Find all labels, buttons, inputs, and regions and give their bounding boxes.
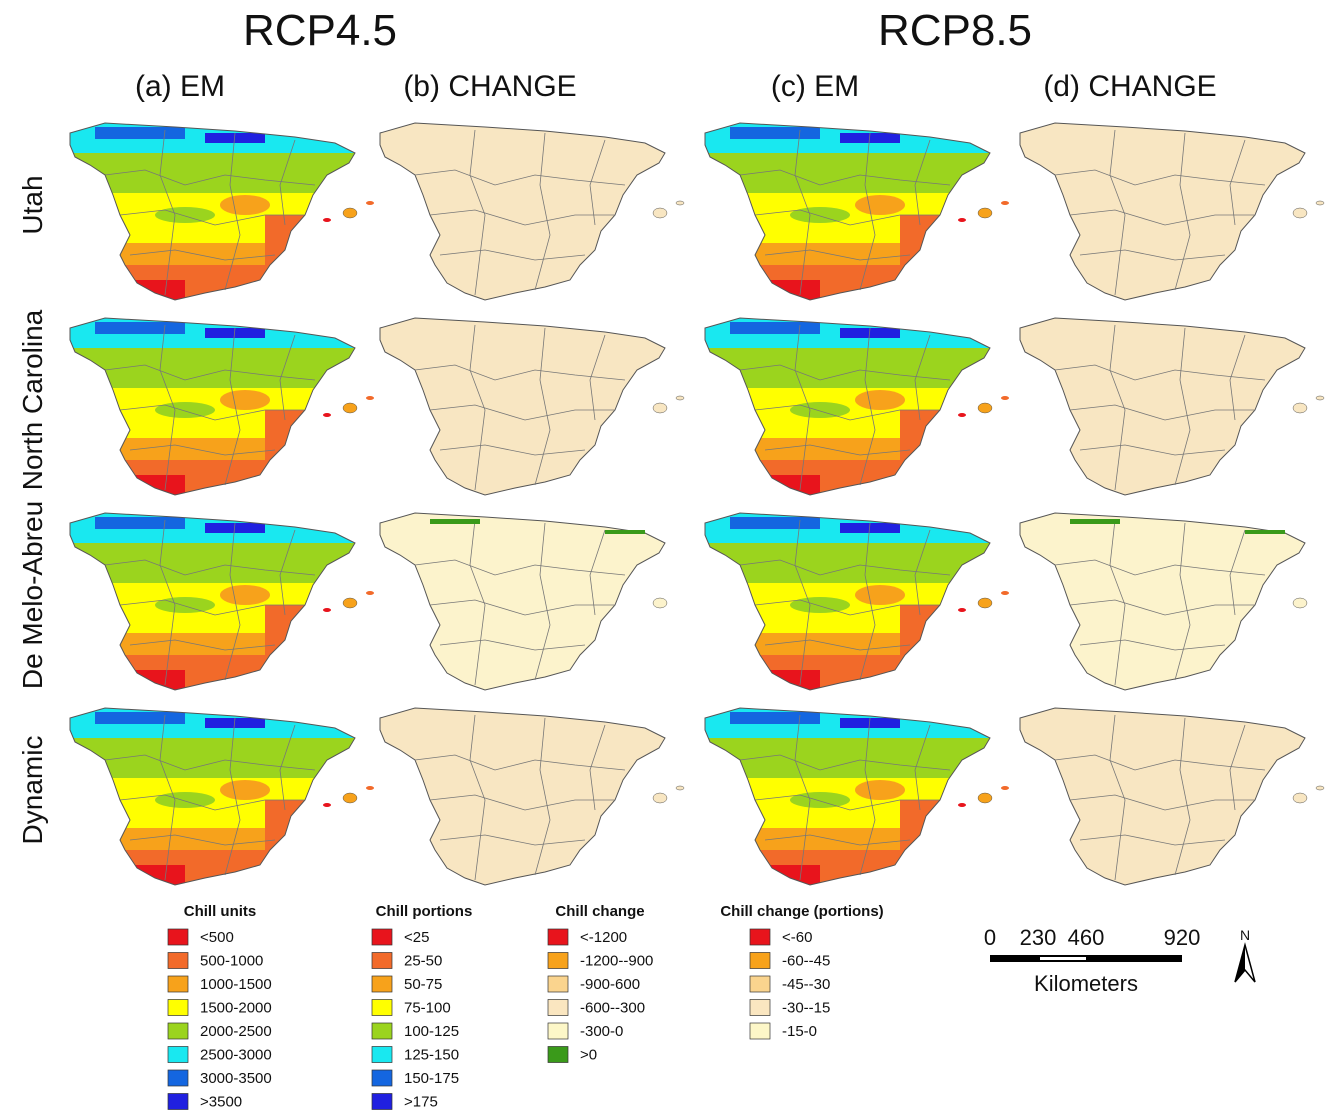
change-map xyxy=(1020,318,1324,495)
legend-label: -15-0 xyxy=(782,1023,817,1040)
em-map xyxy=(700,700,1009,900)
legend-title: Chill units xyxy=(184,903,257,920)
legend-label: 2000-2500 xyxy=(200,1023,272,1040)
legend-swatch xyxy=(168,1094,188,1110)
legend-swatch xyxy=(372,1094,392,1110)
legend-title: Chill change xyxy=(555,903,644,920)
legend-label: <-1200 xyxy=(580,929,627,946)
em-map xyxy=(700,505,1009,705)
legend-swatch xyxy=(548,1023,568,1039)
legend-label: >3500 xyxy=(200,1094,242,1111)
legend-swatch xyxy=(548,929,568,945)
legend-swatch xyxy=(750,1023,770,1039)
em-map xyxy=(700,115,1009,315)
row-label: De Melo-Abreu xyxy=(17,501,48,689)
scale-label: 920 xyxy=(1164,925,1201,950)
legend-swatch xyxy=(168,1023,188,1039)
legend-label: 100-125 xyxy=(404,1023,459,1040)
change-map xyxy=(380,513,667,690)
scale-unit: Kilometers xyxy=(1034,971,1138,996)
panel-label: (c) EM xyxy=(771,70,859,103)
change-map xyxy=(380,708,684,885)
legend-swatch xyxy=(372,953,392,969)
row-label: Dynamic xyxy=(17,736,48,845)
scale-bar xyxy=(1040,957,1086,960)
change-map xyxy=(380,318,684,495)
legend-label: >175 xyxy=(404,1094,438,1111)
legend-label: 150-175 xyxy=(404,1070,459,1087)
row-label: North Carolina xyxy=(17,309,48,490)
em-map xyxy=(65,115,374,315)
change-map xyxy=(1020,123,1324,300)
panel-label: (a) EM xyxy=(135,70,225,103)
scale-label: 0 xyxy=(984,925,996,950)
figure: RCP4.5 RCP8.5 (a) EM (b) CHANGE (c) EM (d) … xyxy=(0,0,1342,1110)
change-map xyxy=(1020,708,1324,885)
legend-swatch xyxy=(372,1070,392,1086)
legend-label: -900-600 xyxy=(580,976,640,993)
legend-label: 500-1000 xyxy=(200,953,263,970)
em-map xyxy=(700,310,1009,510)
legend-swatch xyxy=(372,1023,392,1039)
legend-label: -300-0 xyxy=(580,1023,623,1040)
legend-swatch xyxy=(548,953,568,969)
legend-label: -600--300 xyxy=(580,1000,645,1017)
legend-label: -1200--900 xyxy=(580,953,653,970)
legend-label: <-60 xyxy=(782,929,812,946)
row-label: Utah xyxy=(17,175,48,234)
legend-swatch xyxy=(372,1047,392,1063)
legend-swatch xyxy=(168,953,188,969)
legend-swatch xyxy=(168,976,188,992)
legend-swatch xyxy=(168,1000,188,1016)
legend-swatch xyxy=(168,929,188,945)
legend-label: 25-50 xyxy=(404,953,442,970)
legend-label: 1000-1500 xyxy=(200,976,272,993)
legend-swatch xyxy=(750,929,770,945)
legend-swatch xyxy=(750,953,770,969)
legend-label: <500 xyxy=(200,929,234,946)
legend-swatch xyxy=(548,1000,568,1016)
legend-label: -60--45 xyxy=(782,953,830,970)
em-map xyxy=(65,505,374,705)
legend-swatch xyxy=(548,976,568,992)
north-label: N xyxy=(1240,927,1250,943)
legend-swatch xyxy=(548,1047,568,1063)
em-map xyxy=(65,310,374,510)
legend-label: 75-100 xyxy=(404,1000,451,1017)
legend-swatch xyxy=(750,1000,770,1016)
legend-label: >0 xyxy=(580,1047,597,1064)
legend-label: 50-75 xyxy=(404,976,442,993)
legend-label: 2500-3000 xyxy=(200,1047,272,1064)
scenario-title: RCP8.5 xyxy=(878,6,1032,55)
legend-swatch xyxy=(168,1047,188,1063)
legend-label: 3000-3500 xyxy=(200,1070,272,1087)
legend-swatch xyxy=(168,1070,188,1086)
legend-swatch xyxy=(372,976,392,992)
legend-title: Chill portions xyxy=(376,903,473,920)
panel-label: (b) CHANGE xyxy=(403,70,576,103)
legend-label: <25 xyxy=(404,929,429,946)
em-map xyxy=(65,700,374,900)
legend-title: Chill change (portions) xyxy=(720,903,883,920)
legend-label: -30--15 xyxy=(782,1000,830,1017)
legend-label: 1500-2000 xyxy=(200,1000,272,1017)
change-map xyxy=(380,123,684,300)
legend-swatch xyxy=(750,976,770,992)
legend-swatch xyxy=(372,1000,392,1016)
change-map xyxy=(1020,513,1307,690)
panel-label: (d) CHANGE xyxy=(1043,70,1216,103)
legend-label: 125-150 xyxy=(404,1047,459,1064)
scenario-title: RCP4.5 xyxy=(243,6,397,55)
legend-label: -45--30 xyxy=(782,976,830,993)
scale-label: 460 xyxy=(1068,925,1105,950)
scale-label: 230 xyxy=(1020,925,1057,950)
legend-swatch xyxy=(372,929,392,945)
